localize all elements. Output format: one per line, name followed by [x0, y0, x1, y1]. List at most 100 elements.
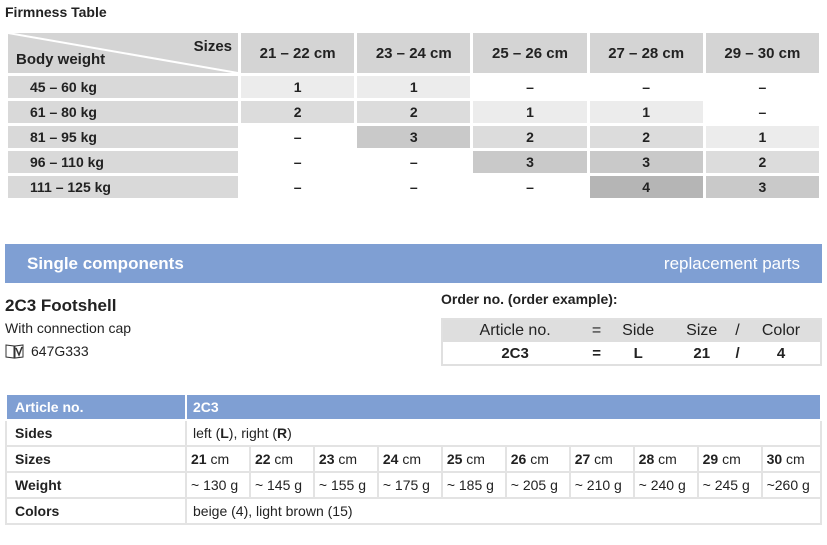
size-unit: cm [334, 451, 358, 467]
size-cell: 28 cm [632, 445, 699, 473]
weight-cell: ~ 240 g [632, 471, 699, 499]
size-column-header: 27 – 28 cm [586, 30, 706, 76]
size-cell: 25 cm [440, 445, 507, 473]
firmness-value: 2 [470, 123, 590, 151]
order-value-cell: L [633, 344, 643, 362]
firmness-value: – [237, 123, 358, 151]
order-example-table: Article no. = Side Size / Color 2C3 = L … [441, 318, 822, 366]
firmness-row: 111 – 125 kg – – –4 3 [5, 173, 823, 201]
size-number: 30 [766, 451, 783, 467]
right-code: R [277, 425, 288, 441]
weight-range: 111 – 125 kg [5, 173, 241, 201]
firmness-value: – [470, 73, 590, 101]
size-number: 24 [382, 451, 399, 467]
weight-label: Weight [5, 471, 187, 499]
weight-row: Weight ~ 130 g ~ 145 g ~ 155 g ~ 175 g ~ 185 … [5, 471, 823, 499]
firmness-table: Sizes Body weight 21 – 22 cm 23 – 24 cm … [5, 30, 823, 201]
order-value-cell: 4 [776, 344, 786, 362]
order-value-row: 2C3 = L 21 / 4 [442, 342, 821, 365]
firmness-value: – [702, 98, 823, 126]
size-number: 23 [318, 451, 335, 467]
order-value-cell: 21 [693, 344, 711, 362]
size-unit: cm [782, 451, 805, 467]
weight-cell: ~260 g [760, 471, 823, 499]
size-cell: 21 cm [185, 445, 251, 473]
size-number: 21 [191, 451, 207, 467]
diagonal-line [8, 33, 238, 73]
weight-cell: ~ 175 g [376, 471, 443, 499]
left-code: L [220, 425, 229, 441]
size-number: 29 [702, 451, 719, 467]
size-cell: 27 cm [568, 445, 635, 473]
corner-header: Sizes Body weight [5, 30, 241, 76]
size-cell: 22 cm [248, 445, 315, 473]
order-value-cell: 2C3 [501, 344, 529, 362]
product-reference: 647G333 [5, 343, 89, 359]
weight-cell: ~ 210 g [568, 471, 635, 499]
size-unit: cm [462, 451, 485, 467]
sides-value: left (L), right (R) [185, 419, 822, 447]
size-unit: cm [718, 451, 741, 467]
weight-range: 45 – 60 kg [5, 73, 241, 101]
size-column-header: 23 – 24 cm [354, 30, 474, 76]
firmness-value: 2 [702, 148, 823, 176]
firmness-value: 1 [702, 123, 823, 151]
spec-table: Article no. 2C3 Sides left (L), right (R… [5, 393, 823, 525]
sides-row: Sides left (L), right (R) [5, 419, 822, 447]
size-cell: 26 cm [504, 445, 571, 473]
size-column-header: 25 – 26 cm [470, 30, 590, 76]
order-header-row: Article no. = Side Size / Color [442, 319, 821, 342]
weight-range: 81 – 95 kg [5, 123, 241, 151]
text: ), right ( [228, 425, 278, 441]
colors-value: beige (4), light brown (15) [185, 497, 822, 525]
sizes-row: Sizes 21 cm 22 cm 23 cm 24 cm 25 cm 26 cm 27 cm… [5, 445, 823, 473]
firmness-value: 3 [702, 173, 823, 201]
firmness-value: 4 [586, 173, 706, 201]
weight-range: 96 – 110 kg [5, 148, 241, 176]
firmness-value: – [354, 148, 474, 176]
weight-cell: ~ 155 g [312, 471, 379, 499]
section-right-label: replacement parts [663, 254, 800, 273]
size-number: 27 [574, 451, 591, 467]
size-cell: 24 cm [376, 445, 443, 473]
order-header-cell: Color [742, 319, 821, 342]
weight-cell: ~ 145 g [248, 471, 315, 499]
order-value-cell: / [735, 344, 740, 362]
firmness-row: 96 – 110 kg – –3 3 2 [5, 148, 823, 176]
size-column-header: 21 – 22 cm [237, 30, 358, 76]
firmness-value: 1 [470, 98, 590, 126]
colors-label: Colors [5, 497, 187, 525]
size-column-header: 29 – 30 cm [702, 30, 823, 76]
text: left ( [193, 425, 221, 441]
section-header-bar: Single components replacement parts [5, 244, 822, 283]
firmness-row: 81 – 95 kg –3 2 2 1 [5, 123, 823, 151]
sides-label: Sides [5, 419, 187, 447]
firmness-value: 1 [586, 98, 706, 126]
size-unit: cm [206, 451, 230, 467]
order-label: Order no. (order example): [441, 291, 618, 307]
firmness-value: – [237, 173, 358, 201]
size-unit: cm [526, 451, 549, 467]
body-weight-label: Body weight [16, 51, 106, 68]
firmness-value: 1 [354, 73, 474, 101]
firmness-value: 1 [237, 73, 358, 101]
product-name: 2C3 Footshell [5, 296, 117, 315]
weight-cell: ~ 205 g [504, 471, 571, 499]
size-number: 22 [254, 451, 271, 467]
firmness-value: 2 [586, 123, 706, 151]
firmness-value: – [237, 148, 358, 176]
firmness-value: – [702, 73, 823, 101]
firmness-row: 45 – 60 kg 1 1– – – [5, 73, 823, 101]
size-unit: cm [590, 451, 613, 467]
size-unit: cm [270, 451, 294, 467]
order-header-cell: = [587, 319, 606, 342]
firmness-header-row: Sizes Body weight 21 – 22 cm 23 – 24 cm … [5, 30, 823, 76]
firmness-value: 3 [586, 148, 706, 176]
firmness-row: 61 – 80 kg 2 2 1 1– [5, 98, 823, 126]
order-header-cell: / [733, 319, 742, 342]
firmness-value: – [586, 73, 706, 101]
order-header-cell: Article no. [442, 319, 588, 342]
sizes-label: Sizes [193, 38, 232, 55]
order-header-cell: Size [670, 319, 734, 342]
